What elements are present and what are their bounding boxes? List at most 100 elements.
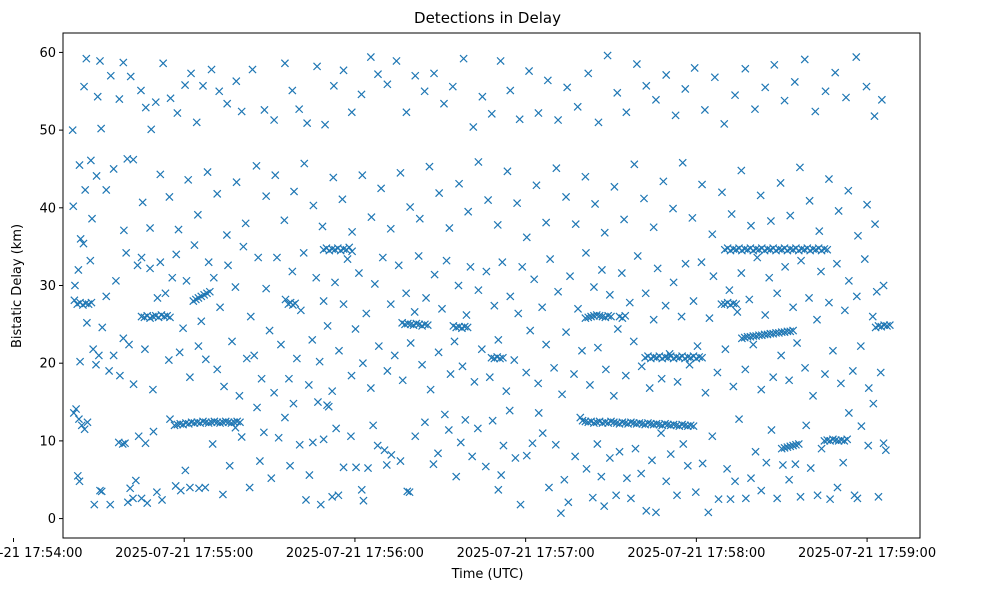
data-point	[90, 500, 99, 509]
data-point	[717, 188, 726, 197]
data-point	[645, 384, 654, 393]
chart-title: Detections in Delay	[414, 9, 561, 27]
data-point	[367, 213, 376, 222]
data-point	[515, 115, 524, 124]
data-point	[661, 419, 670, 428]
data-point	[582, 464, 591, 473]
y-tick-label: 50	[39, 124, 56, 139]
data-point	[209, 273, 218, 282]
data-point	[439, 99, 449, 108]
data-point	[841, 93, 851, 102]
data-point	[613, 324, 622, 334]
data-point	[265, 326, 274, 335]
data-point	[259, 428, 268, 437]
data-point	[757, 486, 766, 495]
data-point	[72, 405, 81, 414]
data-point	[115, 95, 124, 104]
data-point	[159, 59, 168, 68]
data-point	[823, 245, 832, 254]
data-point	[522, 368, 531, 377]
data-point	[880, 321, 889, 330]
data-point	[174, 225, 183, 234]
data-point	[250, 351, 259, 360]
data-point	[522, 451, 531, 460]
data-point	[338, 195, 347, 204]
data-point	[808, 391, 818, 400]
data-point	[746, 474, 756, 483]
data-point	[683, 461, 692, 470]
data-point	[83, 418, 92, 427]
data-point	[477, 345, 486, 354]
data-point	[87, 214, 97, 223]
data-point	[844, 186, 853, 195]
data-point	[631, 444, 640, 453]
data-point	[621, 371, 630, 380]
data-point	[499, 441, 508, 450]
data-point	[423, 321, 432, 330]
data-point	[773, 289, 782, 298]
data-point	[482, 267, 491, 276]
data-point	[303, 119, 312, 128]
data-point	[362, 309, 371, 318]
data-point	[152, 488, 161, 497]
data-point	[128, 494, 138, 503]
data-point	[133, 261, 142, 270]
data-point	[581, 248, 590, 257]
data-point	[727, 209, 736, 219]
data-point	[396, 168, 405, 177]
data-point	[625, 298, 634, 307]
data-point	[597, 265, 606, 274]
data-point	[382, 460, 391, 469]
data-point	[474, 286, 483, 295]
data-point	[741, 365, 750, 374]
data-point	[679, 439, 688, 449]
data-point	[864, 384, 873, 393]
data-point	[239, 242, 248, 251]
data-point	[737, 334, 746, 343]
data-point	[485, 373, 494, 382]
data-point	[576, 413, 585, 422]
data-point	[440, 410, 449, 419]
data-point	[134, 432, 143, 441]
data-point	[593, 439, 602, 449]
data-point	[603, 51, 612, 60]
data-point	[121, 439, 130, 448]
data-point	[461, 415, 470, 424]
data-point	[609, 391, 618, 400]
data-point	[129, 155, 138, 164]
data-point	[434, 348, 443, 357]
data-point	[857, 422, 866, 431]
data-point	[672, 491, 682, 500]
data-point	[494, 335, 503, 344]
data-point	[766, 216, 775, 226]
data-point	[581, 417, 590, 426]
data-point	[560, 475, 569, 484]
data-point	[231, 423, 240, 432]
data-point	[605, 290, 614, 299]
data-point	[437, 304, 447, 313]
data-point	[637, 469, 646, 478]
data-point	[98, 323, 107, 332]
data-point	[390, 351, 399, 360]
data-point	[235, 418, 245, 427]
x-axis: 2025-07-21 17:54:00 2025-07-21 17:55:00 20…	[0, 538, 936, 561]
data-point	[246, 312, 255, 321]
data-point	[828, 435, 837, 444]
data-point	[833, 483, 842, 492]
data-point	[301, 495, 311, 504]
data-point	[731, 91, 740, 100]
data-point	[729, 299, 738, 308]
data-point	[339, 463, 348, 472]
data-point	[190, 418, 199, 428]
data-point	[868, 312, 877, 321]
data-point	[828, 346, 837, 355]
data-point	[791, 440, 800, 449]
data-point	[643, 418, 653, 428]
data-point	[651, 508, 660, 517]
data-point	[452, 472, 461, 481]
data-point	[77, 421, 86, 430]
data-point	[339, 244, 348, 254]
data-point	[767, 425, 776, 435]
data-point	[241, 219, 250, 228]
y-tick-label: 0	[48, 512, 56, 527]
